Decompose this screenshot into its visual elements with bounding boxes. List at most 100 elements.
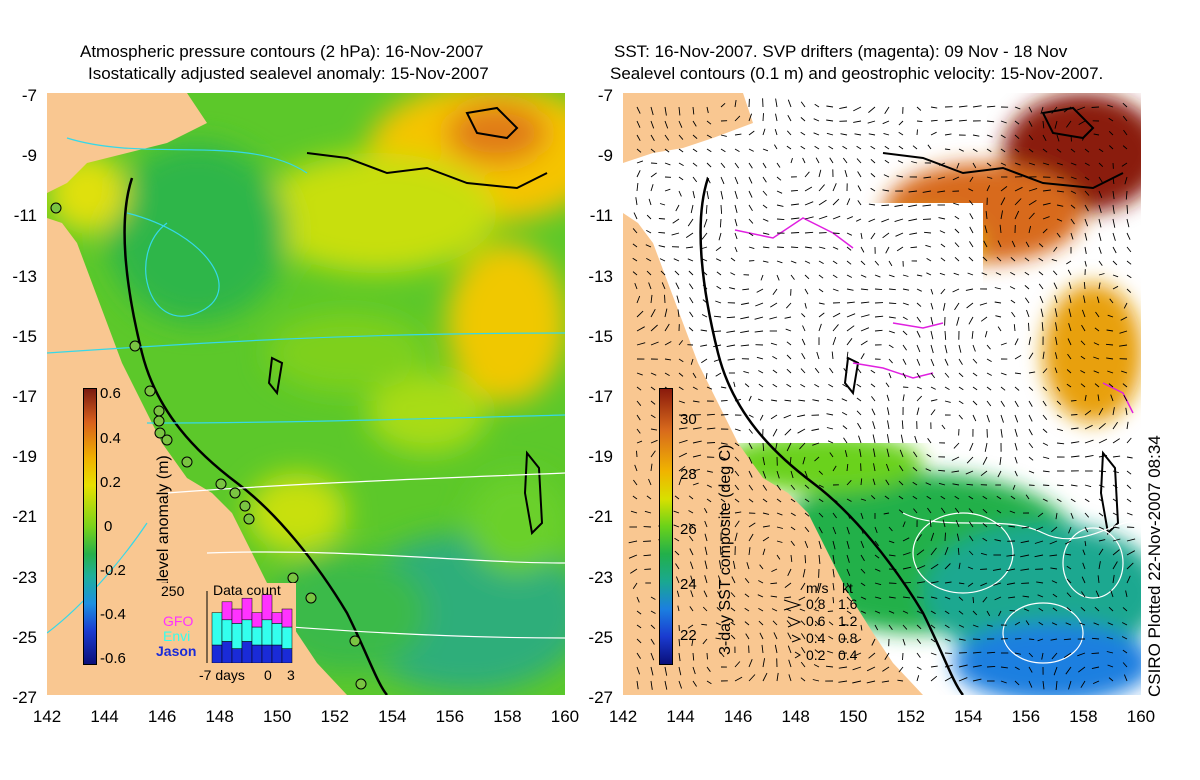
velocity-legend-header-ms: m/s — [806, 580, 829, 596]
right-y-tick: -27 — [588, 688, 613, 707]
right-x-tick: 150 — [839, 707, 868, 726]
sla-colorbar-tick-1: 0.6 — [100, 385, 121, 402]
data-count-inset: Data count 250 GFO Envi Jason -7 days 0 … — [146, 582, 296, 683]
sst-colorbar-tick-4: 24 — [680, 576, 697, 593]
right-y-tick: -19 — [588, 447, 613, 467]
left-x-tick: 144 — [90, 707, 119, 726]
sst-colorbar-tick-1: 30 — [680, 411, 697, 428]
velocity-row-4-ms: 0.2 — [806, 647, 826, 663]
left-x-tick: 160 — [550, 707, 580, 726]
inset-bar-gfo-2 — [231, 608, 243, 624]
right-x-tick: 146 — [723, 707, 753, 726]
inset-bar-jason-7 — [281, 648, 293, 663]
inset-xlabel-start: -7 days — [199, 667, 245, 683]
right-x-tick: 148 — [781, 707, 810, 726]
right-x-tick: 158 — [1069, 707, 1098, 726]
right-y-tick: -17 — [588, 387, 613, 406]
inset-bar-envi-4 — [251, 626, 263, 646]
left-x-tick: 156 — [435, 707, 465, 726]
left-x-tick: 158 — [493, 707, 522, 726]
inset-bar-jason-1 — [221, 641, 233, 663]
sla-colorbar-tick-6: -0.4 — [100, 606, 126, 623]
inset-bar-jason-3 — [241, 641, 253, 663]
right-y-tick: -13 — [588, 266, 613, 286]
velocity-arrows — [628, 98, 1136, 690]
sst-colorbar-label: 3-day SST composite (deg C) — [717, 444, 734, 655]
velocity-row-4-kt: 0.4 — [838, 647, 858, 663]
right-x-tick: 144 — [666, 707, 695, 726]
left-y-tick: -21 — [12, 507, 37, 527]
left-y-tick: -23 — [12, 567, 37, 587]
right-y-tick: -11 — [589, 206, 613, 226]
sst-colorbar-tick-2: 28 — [680, 466, 697, 483]
left-title-line2: Isostatically adjusted sealevel anomaly:… — [88, 64, 489, 83]
left-x-tick: 152 — [320, 707, 349, 726]
inset-legend-envi: Envi — [163, 628, 191, 644]
sst-colorbar-tick-3: 26 — [680, 521, 697, 538]
right-x-tick: 156 — [1011, 707, 1041, 726]
right-x-tick: 152 — [896, 707, 925, 726]
right-y-tick: -9 — [597, 146, 613, 166]
right-title-line2: Sealevel contours (0.1 m) and geostrophi… — [610, 64, 1104, 83]
inset-ymax: 250 — [161, 583, 185, 599]
left-y-tick: -17 — [12, 387, 37, 406]
inset-bar-jason-5 — [261, 644, 273, 663]
left-y-tick: -7 — [21, 86, 37, 105]
sla-colorbar-tick-7: -0.6 — [100, 650, 126, 667]
inset-xlabel-zero: 0 — [264, 667, 272, 683]
velocity-row-3-kt: 0.8 — [838, 630, 858, 646]
left-x-tick: 148 — [205, 707, 234, 726]
sla-colorbar-tick-5: -0.2 — [100, 562, 126, 579]
right-y-tick: -15 — [588, 326, 613, 346]
inset-bar-gfo-6 — [271, 612, 283, 624]
sst-colorbar-tick-5: 22 — [680, 627, 697, 644]
left-x-tick: 154 — [378, 707, 407, 726]
velocity-legend: m/s kt 0.8 1.6 0.6 1.2 0.4 0.8 0.2 0.4 — [780, 580, 870, 670]
inset-bar-envi-7 — [281, 626, 293, 649]
right-y-tick: -23 — [588, 567, 613, 587]
velocity-row-2-ms: 0.6 — [806, 613, 826, 629]
right-y-tick: -21 — [588, 507, 613, 527]
left-y-tick: -19 — [12, 447, 37, 467]
velocity-row-1-kt: 1.6 — [838, 596, 858, 612]
right-y-tick: -7 — [597, 86, 613, 105]
right-x-tick: 142 — [608, 707, 638, 726]
inset-bar-jason-6 — [271, 644, 283, 663]
inset-legend-jason: Jason — [156, 643, 197, 659]
inset-bar-gfo-4 — [251, 612, 263, 628]
left-y-tick: -13 — [12, 266, 37, 286]
velocity-row-2-kt: 1.2 — [838, 613, 858, 629]
inset-xlabel-end: 3 — [287, 667, 295, 683]
right-x-tick: 160 — [1126, 707, 1156, 726]
left-x-tick: 142 — [32, 707, 62, 726]
inset-bar-envi-0 — [211, 612, 223, 646]
inset-bar-envi-5 — [261, 619, 273, 646]
left-x-tick: 150 — [263, 707, 292, 726]
left-x-tick: 146 — [147, 707, 177, 726]
inset-bar-jason-4 — [251, 644, 263, 663]
inset-bar-envi-2 — [231, 623, 243, 649]
sst-colorbar — [659, 388, 673, 665]
right-y-tick: -25 — [588, 627, 613, 647]
sst-map — [623, 93, 1141, 695]
inset-bar-jason-2 — [231, 648, 243, 663]
right-x-tick: 154 — [954, 707, 983, 726]
left-y-tick: -11 — [13, 206, 37, 226]
inset-legend-gfo: GFO — [163, 613, 194, 629]
inset-bar-gfo-7 — [281, 608, 293, 628]
credit-text: CSIRO Plotted 22-Nov-2007 08:34 — [1145, 435, 1164, 697]
left-y-tick: -15 — [12, 326, 37, 346]
velocity-row-3-ms: 0.4 — [806, 630, 826, 646]
velocity-legend-arrows — [783, 599, 802, 659]
inset-bar-chart — [206, 591, 293, 663]
inset-bar-gfo-5 — [261, 594, 273, 621]
right-title-line1: SST: 16-Nov-2007. SVP drifters (magenta)… — [614, 42, 1068, 61]
inset-bar-envi-1 — [221, 619, 233, 642]
left-y-tick: -9 — [21, 146, 37, 166]
velocity-legend-header-kt: kt — [842, 580, 853, 596]
left-y-tick: -27 — [12, 688, 37, 707]
left-y-tick: -25 — [12, 627, 37, 647]
sealevel-anomaly-map — [47, 93, 565, 695]
inset-bar-envi-6 — [271, 623, 283, 646]
inset-title: Data count — [213, 582, 281, 598]
